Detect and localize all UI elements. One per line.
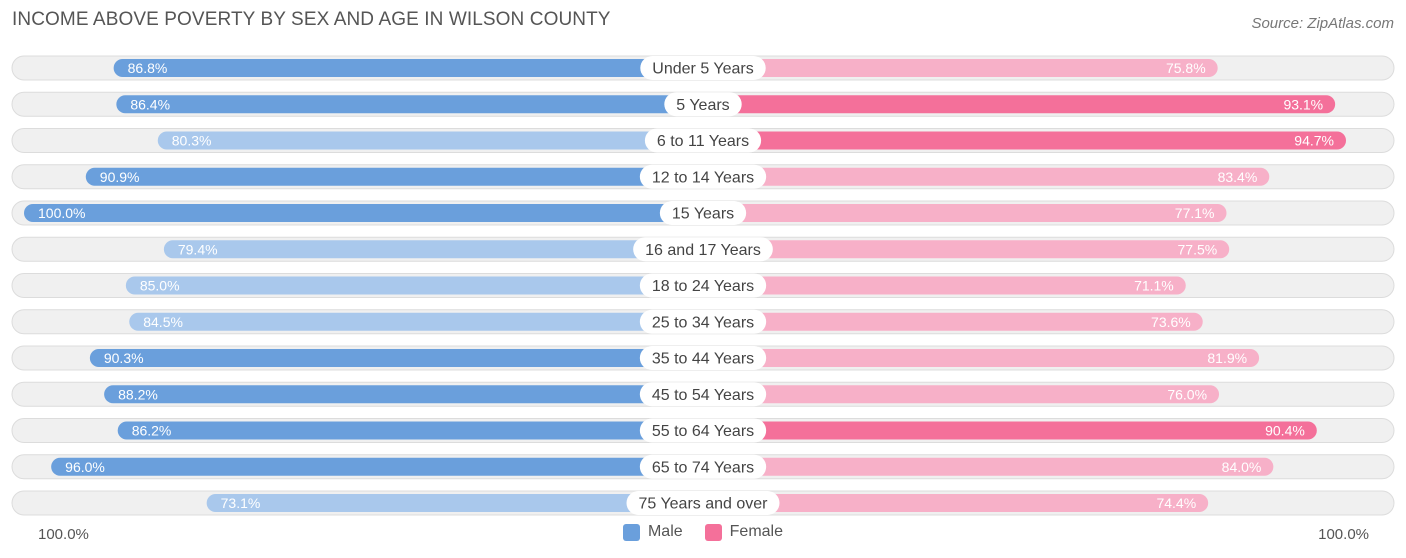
female-value-label: 94.7% [1294, 133, 1334, 149]
male-value-label: 88.2% [118, 386, 158, 402]
male-bar [206, 494, 703, 512]
female-bar [703, 204, 1227, 222]
category-pill [664, 92, 742, 117]
category-pill [659, 201, 747, 225]
category-pill [639, 346, 767, 370]
male-bar [157, 131, 703, 150]
category-pill [639, 273, 767, 298]
male-bar [89, 349, 704, 367]
female-bar [703, 457, 1274, 476]
female-value-label: 83.4% [1218, 169, 1258, 185]
category-pill [639, 309, 767, 334]
category-label: 45 to 54 Years [652, 387, 754, 404]
category-label: 16 and 17 Years [645, 242, 761, 259]
category-pill [644, 128, 762, 153]
male-value-label: 85.0% [140, 278, 180, 294]
category-label: 25 to 34 Years [652, 314, 754, 331]
male-bar [51, 457, 704, 476]
male-value-label: 86.8% [128, 60, 168, 76]
female-value-label: 77.5% [1178, 241, 1218, 257]
male-bar [129, 312, 703, 331]
male-bar [116, 95, 704, 114]
male-value-label: 84.5% [143, 314, 183, 330]
chart-area: 86.8% 75.8% Under 5 Years 86.4% 93.1% 5 Years… [11, 55, 1395, 516]
category-label: 55 to 64 Years [652, 423, 754, 440]
category-pill [626, 491, 780, 515]
female-bar [703, 421, 1317, 440]
male-value-label: 86.2% [132, 423, 172, 439]
female-bar [703, 276, 1186, 295]
female-value-label: 73.6% [1151, 314, 1191, 330]
male-bar [24, 204, 703, 222]
category-label: 12 to 14 Years [652, 169, 754, 186]
category-label: Under 5 Years [652, 61, 753, 78]
female-bar [703, 131, 1347, 150]
female-value-label: 77.1% [1175, 205, 1215, 221]
legend-item-male[interactable]: Male [622, 523, 683, 541]
category-label: 15 Years [672, 206, 734, 223]
female-bar [703, 95, 1336, 114]
male-bar [163, 240, 703, 259]
female-bar [703, 167, 1270, 186]
female-value-label: 84.0% [1222, 459, 1262, 475]
category-pill [639, 418, 767, 443]
legend-male-swatch [622, 523, 640, 541]
female-value-label: 76.0% [1167, 386, 1207, 402]
source-label: Source: ZipAtlas.com [1251, 15, 1394, 32]
female-bar [703, 59, 1218, 77]
legend-female-label: Female [729, 523, 784, 540]
category-label: 65 to 74 Years [652, 459, 754, 476]
male-value-label: 73.1% [221, 495, 261, 511]
male-value-label: 100.0% [38, 205, 85, 221]
category-label: 6 to 11 Years [657, 133, 749, 150]
axis-left-label: 100.0% [38, 526, 89, 543]
female-bar [703, 385, 1220, 404]
female-value-label: 81.9% [1207, 350, 1247, 366]
category-pill [639, 454, 767, 479]
male-value-label: 80.3% [172, 133, 212, 149]
category-label: 75 Years and over [639, 496, 769, 513]
female-value-label: 90.4% [1265, 423, 1305, 439]
legend-item-female[interactable]: Female [704, 523, 784, 541]
female-value-label: 93.1% [1283, 96, 1323, 112]
female-bar [703, 240, 1230, 259]
category-label: 5 Years [676, 97, 729, 114]
female-bar [703, 349, 1260, 367]
legend-female-swatch [704, 523, 722, 541]
female-value-label: 71.1% [1134, 278, 1174, 294]
male-bar [125, 276, 704, 295]
legend-male-label: Male [647, 523, 683, 540]
category-pill [640, 56, 766, 80]
male-bar [117, 421, 703, 440]
male-value-label: 86.4% [130, 96, 170, 112]
male-value-label: 79.4% [178, 241, 218, 257]
category-pill [639, 164, 767, 189]
female-bar [703, 312, 1203, 331]
legend: Male Female [0, 523, 1406, 541]
axis-right-label: 100.0% [1318, 526, 1369, 543]
female-bar [703, 494, 1209, 512]
male-bar [104, 385, 703, 404]
chart-title: INCOME ABOVE POVERTY BY SEX AND AGE IN W… [12, 9, 611, 30]
male-value-label: 90.3% [104, 350, 144, 366]
male-value-label: 96.0% [65, 459, 105, 475]
female-value-label: 75.8% [1166, 60, 1206, 76]
male-value-label: 90.9% [100, 169, 140, 185]
category-pill [639, 382, 767, 407]
category-label: 18 to 24 Years [652, 278, 754, 295]
category-pill [633, 237, 773, 262]
male-bar [85, 167, 703, 186]
female-value-label: 74.4% [1156, 495, 1196, 511]
category-label: 35 to 44 Years [652, 351, 754, 368]
male-bar [113, 59, 704, 77]
